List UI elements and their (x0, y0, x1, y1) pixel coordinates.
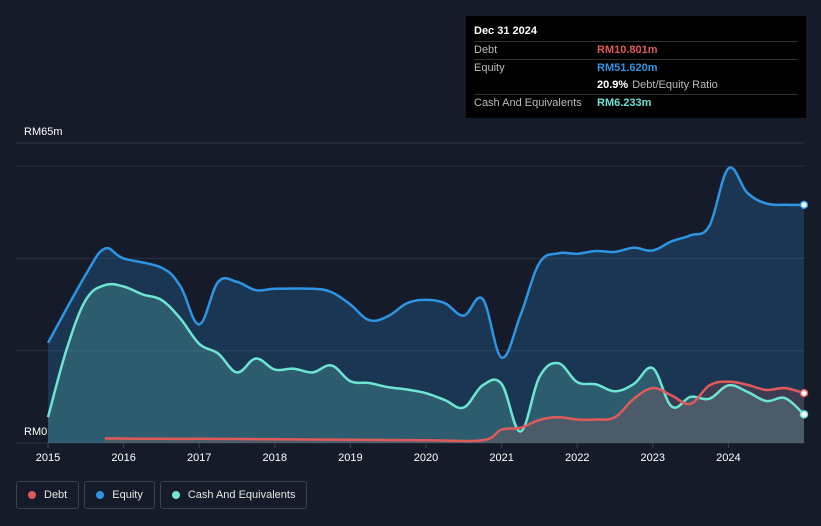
equity-dot-icon (96, 491, 105, 499)
tooltip-date: Dec 31 2024 (474, 25, 537, 37)
debt-end-marker (799, 388, 809, 398)
equity-area (48, 167, 804, 443)
x-axis-label: 2019 (338, 452, 362, 464)
x-axis-label: 2018 (263, 452, 287, 464)
x-axis-label: 2016 (111, 452, 135, 464)
y-axis-label-bottom: RM0 (24, 426, 47, 438)
tooltip-value: RM51.620m (597, 62, 658, 74)
cash-dot-icon (171, 491, 180, 499)
x-axis-label: 2024 (716, 452, 740, 464)
series-lines (46, 166, 805, 443)
legend-label: Cash And Equivalents (187, 489, 296, 501)
x-axis-label: 2022 (565, 452, 589, 464)
x-axis-label: 2020 (414, 452, 438, 464)
debt-dot-icon (28, 491, 36, 499)
end-markers (799, 200, 809, 419)
x-axis-label: 2017 (187, 452, 211, 464)
tooltip-label (474, 77, 597, 94)
axis-labels: RM65m RM0 2015 2016 2017 2018 2019 2020 2021 2022… (24, 126, 741, 464)
legend-item-debt[interactable]: Debt (16, 481, 80, 509)
y-axis-label-top: RM65m (24, 126, 63, 138)
tooltip-value: RM10.801m (597, 44, 658, 56)
cash-line (46, 282, 805, 433)
legend-item-cash[interactable]: Cash And Equivalents (159, 481, 308, 509)
tooltip-sublabel: Debt/Equity Ratio (632, 79, 718, 91)
tooltip-value: RM6.233m (597, 97, 652, 109)
legend: Debt Equity Cash And Equivalents (16, 481, 308, 509)
tooltip-value: 20.9% (597, 79, 629, 91)
legend-label: Equity (112, 489, 143, 501)
cash-area (48, 284, 804, 443)
x-axis-label: 2023 (641, 452, 665, 464)
series-areas (48, 167, 804, 443)
tooltip-row-cash: Cash And Equivalents RM6.233m (474, 94, 798, 112)
debt-area (104, 381, 804, 443)
cash-end-marker (799, 410, 809, 419)
x-axis-label: 2021 (489, 452, 513, 464)
tooltip-row-equity: Equity RM51.620m (474, 59, 798, 77)
legend-item-equity[interactable]: Equity (84, 481, 155, 509)
tooltip-row-debt: Debt RM10.801m (474, 41, 798, 59)
legend-label: Debt (44, 489, 68, 501)
tooltip-row-ratio: 20.9% Debt/Equity Ratio (474, 77, 798, 94)
tooltip-panel: Dec 31 2024 Debt RM10.801m Equity RM51.6… (466, 16, 806, 118)
grid-lines (16, 142, 805, 448)
debt-line (104, 380, 805, 443)
tooltip-label: Cash And Equivalents (474, 97, 582, 109)
tooltip-label: Debt (474, 44, 498, 56)
equity-end-marker (799, 200, 809, 210)
equity-line (46, 166, 805, 359)
x-axis-label: 2015 (36, 452, 60, 464)
tooltip-label: Equity (474, 62, 505, 74)
